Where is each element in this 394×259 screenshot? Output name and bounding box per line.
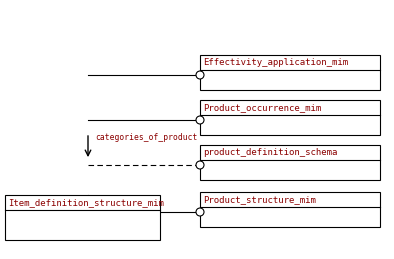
Circle shape bbox=[196, 116, 204, 124]
Text: Product_occurrence_mim: Product_occurrence_mim bbox=[203, 103, 321, 112]
Bar bbox=[5, 195, 160, 240]
Text: Item_definition_structure_mim: Item_definition_structure_mim bbox=[8, 198, 164, 207]
Text: categories_of_product: categories_of_product bbox=[95, 133, 197, 142]
Circle shape bbox=[196, 208, 204, 216]
Bar bbox=[200, 192, 380, 227]
Circle shape bbox=[196, 71, 204, 79]
Circle shape bbox=[196, 161, 204, 169]
Text: product_definition_schema: product_definition_schema bbox=[203, 148, 337, 157]
Bar bbox=[200, 100, 380, 135]
Bar bbox=[200, 145, 380, 180]
Text: Product_structure_mim: Product_structure_mim bbox=[203, 195, 316, 204]
Bar bbox=[200, 55, 380, 90]
Text: Effectivity_application_mim: Effectivity_application_mim bbox=[203, 58, 348, 67]
